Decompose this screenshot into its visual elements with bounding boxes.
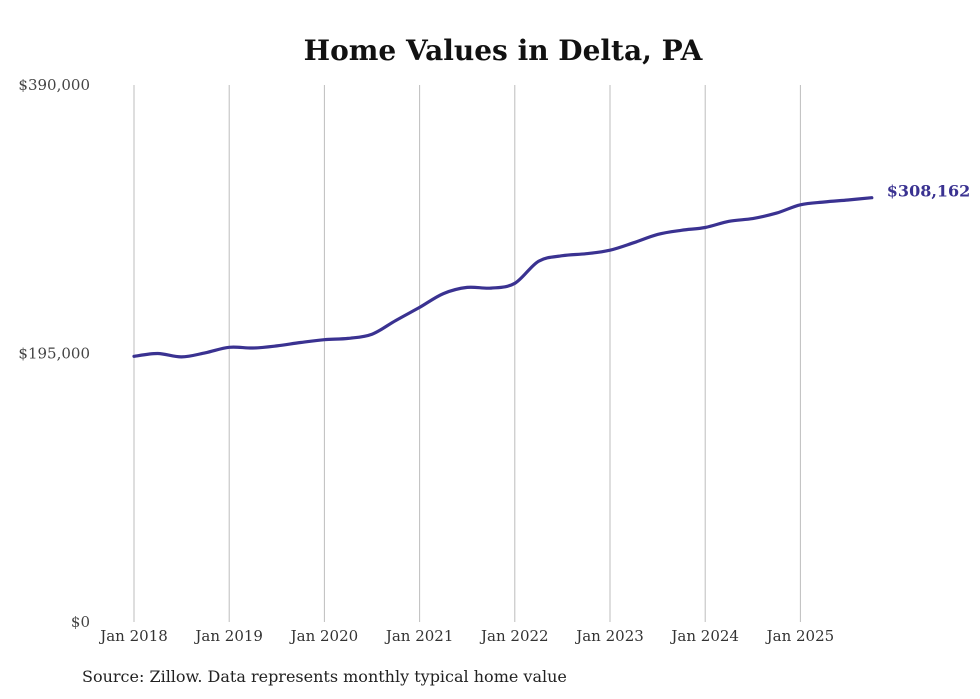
x-axis-ticks: Jan 2018 Jan 2019 Jan 2020 Jan 2021 Jan 2022… — [98, 627, 834, 645]
x-tick-label: Jan 2021 — [384, 627, 454, 645]
y-axis-ticks: $0 $195,000 $390,000 — [18, 76, 90, 631]
chart-title: Home Values in Delta, PA — [304, 34, 704, 67]
x-tick-label: Jan 2018 — [98, 627, 168, 645]
x-tick-label: Jan 2019 — [193, 627, 263, 645]
x-tick-label: Jan 2024 — [669, 627, 739, 645]
y-tick-label: $195,000 — [18, 345, 90, 363]
x-tick-label: Jan 2022 — [479, 627, 549, 645]
x-tick-label: Jan 2020 — [289, 627, 359, 645]
source-note: Source: Zillow. Data represents monthly … — [82, 667, 567, 686]
y-tick-label: $0 — [71, 613, 90, 631]
x-tick-label: Jan 2023 — [574, 627, 644, 645]
x-tick-label: Jan 2025 — [765, 627, 835, 645]
y-tick-label: $390,000 — [18, 76, 90, 94]
end-value-label: $308,162 — [887, 182, 971, 201]
gridlines — [133, 85, 801, 622]
series-line — [132, 196, 874, 359]
